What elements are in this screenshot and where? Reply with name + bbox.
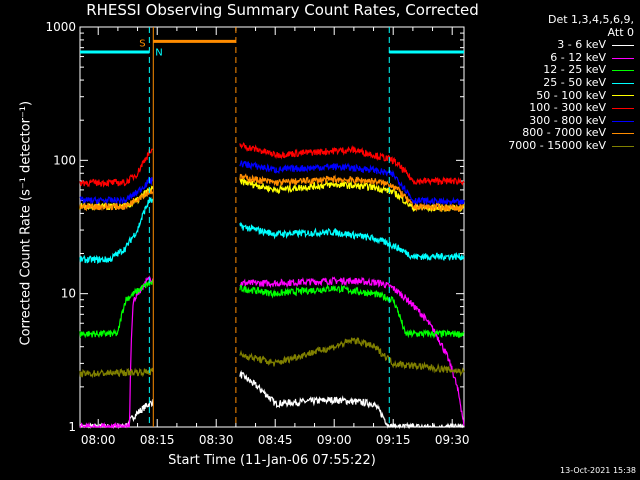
legend-entry-label: 300 - 800 keV [529, 113, 606, 127]
legend-entry: 6 - 12 keV [476, 50, 634, 65]
legend-entry: 3 - 6 keV [476, 39, 634, 52]
legend-entry: 100 - 300 keV [476, 102, 634, 115]
legend-entry-label: 3 - 6 keV [557, 38, 606, 52]
plot-frame [79, 26, 465, 428]
legend-entry-label: 25 - 50 keV [543, 75, 606, 89]
x-tick-label: 09:15 [376, 433, 411, 447]
legend-entry: 25 - 50 keV [476, 75, 634, 90]
y-tick-label: 1 [68, 420, 76, 434]
x-axis-label: Start Time (11-Jan-06 07:55:22) [168, 453, 376, 468]
series-line-7 [79, 173, 464, 213]
y-axis-label: Corrected Count Rate (s⁻¹ detector⁻¹) [18, 100, 34, 346]
legend-swatch [612, 107, 634, 109]
x-tick-label: 09:00 [317, 433, 352, 447]
legend-entry: 300 - 800 keV [476, 113, 634, 128]
x-tick-label: 08:15 [140, 433, 175, 447]
legend-swatch [612, 120, 634, 122]
series-line-0 [79, 369, 465, 430]
legend-entry-label: 6 - 12 keV [550, 50, 606, 64]
plot-timestamp: 13-Oct-2021 15:38 [560, 466, 636, 475]
legend-entry-label: 100 - 300 keV [529, 101, 606, 115]
x-tick-label: 09:30 [435, 433, 470, 447]
night-label: N [155, 47, 162, 58]
legend-header-detectors: Det 1,3,4,5,6,9, [547, 13, 634, 26]
legend-header-attenuator: Att 0 [607, 25, 634, 39]
legend-swatch [612, 57, 634, 59]
series-line-1 [79, 275, 465, 430]
series-line-8 [79, 337, 465, 379]
y-tick-label: 100 [53, 153, 76, 167]
legend-swatch [612, 133, 634, 135]
chart-title: RHESSI Observing Summary Count Rates, Co… [86, 1, 479, 19]
legend-swatch [612, 82, 634, 84]
legend-entry: 12 - 25 keV [476, 64, 634, 77]
legend-swatch [612, 95, 634, 97]
saa-label: S [139, 38, 145, 49]
legend-entry: 7000 - 15000 keV [476, 138, 634, 153]
series-line-3 [79, 196, 465, 265]
legend-entry: 50 - 100 keV [476, 88, 634, 103]
legend-entry-label: 800 - 7000 keV [522, 126, 606, 140]
legend-swatch [612, 70, 634, 72]
x-tick-label: 08:00 [81, 433, 116, 447]
legend-entry-label: 12 - 25 keV [543, 63, 606, 77]
legend: Det 1,3,4,5,6,9, Att 0 3 - 6 keV 6 - 12 k… [476, 13, 634, 153]
series-line-2 [79, 279, 465, 339]
legend-entry-label: 50 - 100 keV [536, 88, 606, 102]
series-line-5 [79, 142, 465, 188]
x-tick-label: 08:30 [199, 433, 234, 447]
legend-entry-label: 7000 - 15000 keV [508, 138, 606, 152]
y-tick-label: 1000 [45, 20, 76, 34]
legend-entry: 800 - 7000 keV [476, 127, 634, 140]
y-tick-label: 10 [61, 287, 76, 301]
legend-swatch [612, 44, 634, 46]
legend-swatch [612, 145, 634, 147]
x-tick-label: 08:45 [258, 433, 293, 447]
